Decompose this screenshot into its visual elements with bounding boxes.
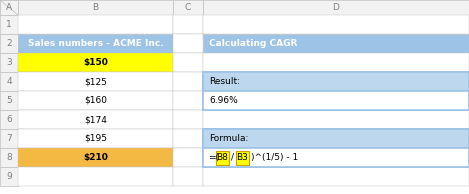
Text: Calculating CAGR: Calculating CAGR — [209, 39, 297, 48]
FancyBboxPatch shape — [203, 72, 469, 91]
Text: 3: 3 — [6, 58, 12, 67]
FancyBboxPatch shape — [0, 34, 18, 53]
Text: )^(1/5) - 1: )^(1/5) - 1 — [251, 153, 298, 162]
Text: =(: =( — [208, 153, 219, 162]
Text: Sales numbers - ACME Inc.: Sales numbers - ACME Inc. — [28, 39, 163, 48]
FancyBboxPatch shape — [0, 0, 18, 15]
Text: D: D — [333, 3, 340, 12]
FancyBboxPatch shape — [173, 53, 203, 72]
Text: B: B — [92, 3, 98, 12]
FancyBboxPatch shape — [0, 0, 18, 15]
FancyBboxPatch shape — [203, 110, 469, 129]
FancyBboxPatch shape — [203, 15, 469, 34]
FancyBboxPatch shape — [216, 151, 229, 165]
FancyBboxPatch shape — [203, 148, 469, 167]
FancyBboxPatch shape — [0, 167, 18, 186]
FancyBboxPatch shape — [173, 110, 203, 129]
FancyBboxPatch shape — [203, 91, 469, 110]
FancyBboxPatch shape — [18, 91, 173, 110]
FancyBboxPatch shape — [173, 167, 203, 186]
FancyBboxPatch shape — [203, 129, 469, 148]
FancyBboxPatch shape — [18, 15, 173, 34]
Text: $125: $125 — [84, 77, 107, 86]
FancyBboxPatch shape — [18, 0, 173, 15]
FancyBboxPatch shape — [0, 129, 18, 148]
FancyBboxPatch shape — [0, 15, 18, 34]
FancyBboxPatch shape — [173, 0, 203, 15]
Text: $150: $150 — [83, 58, 108, 67]
FancyBboxPatch shape — [203, 129, 469, 167]
Text: 8: 8 — [6, 153, 12, 162]
Text: /: / — [231, 153, 234, 162]
Text: 7: 7 — [6, 134, 12, 143]
FancyBboxPatch shape — [18, 110, 173, 129]
FancyBboxPatch shape — [0, 91, 18, 110]
FancyBboxPatch shape — [18, 167, 173, 186]
Text: A: A — [6, 3, 12, 12]
FancyBboxPatch shape — [173, 15, 203, 34]
Text: $160: $160 — [84, 96, 107, 105]
FancyBboxPatch shape — [203, 72, 469, 91]
Text: 9: 9 — [6, 172, 12, 181]
FancyBboxPatch shape — [173, 72, 203, 91]
Text: 6.96%: 6.96% — [209, 96, 238, 105]
Text: C: C — [185, 3, 191, 12]
Text: 2: 2 — [6, 39, 12, 48]
FancyBboxPatch shape — [18, 72, 173, 91]
FancyBboxPatch shape — [203, 167, 469, 186]
Text: $195: $195 — [84, 134, 107, 143]
Text: $210: $210 — [83, 153, 108, 162]
FancyBboxPatch shape — [173, 148, 203, 167]
Text: B3: B3 — [236, 153, 249, 162]
FancyBboxPatch shape — [203, 34, 469, 53]
Text: 5: 5 — [6, 96, 12, 105]
Text: Result:: Result: — [209, 77, 240, 86]
FancyBboxPatch shape — [203, 72, 469, 110]
FancyBboxPatch shape — [0, 148, 18, 167]
FancyBboxPatch shape — [18, 53, 173, 72]
FancyBboxPatch shape — [173, 129, 203, 148]
FancyBboxPatch shape — [0, 110, 18, 129]
FancyBboxPatch shape — [203, 0, 469, 15]
Text: Formula:: Formula: — [209, 134, 249, 143]
FancyBboxPatch shape — [203, 53, 469, 72]
Text: 1: 1 — [6, 20, 12, 29]
Text: B8: B8 — [217, 153, 228, 162]
FancyBboxPatch shape — [203, 91, 469, 110]
FancyBboxPatch shape — [0, 53, 18, 72]
FancyBboxPatch shape — [18, 129, 173, 148]
FancyBboxPatch shape — [0, 72, 18, 91]
Text: 4: 4 — [6, 77, 12, 86]
FancyBboxPatch shape — [18, 148, 173, 167]
FancyBboxPatch shape — [173, 34, 203, 53]
FancyBboxPatch shape — [236, 151, 249, 165]
FancyBboxPatch shape — [203, 148, 469, 167]
FancyBboxPatch shape — [173, 91, 203, 110]
FancyBboxPatch shape — [203, 129, 469, 148]
FancyBboxPatch shape — [18, 34, 173, 53]
Text: 6: 6 — [6, 115, 12, 124]
Text: $174: $174 — [84, 115, 107, 124]
